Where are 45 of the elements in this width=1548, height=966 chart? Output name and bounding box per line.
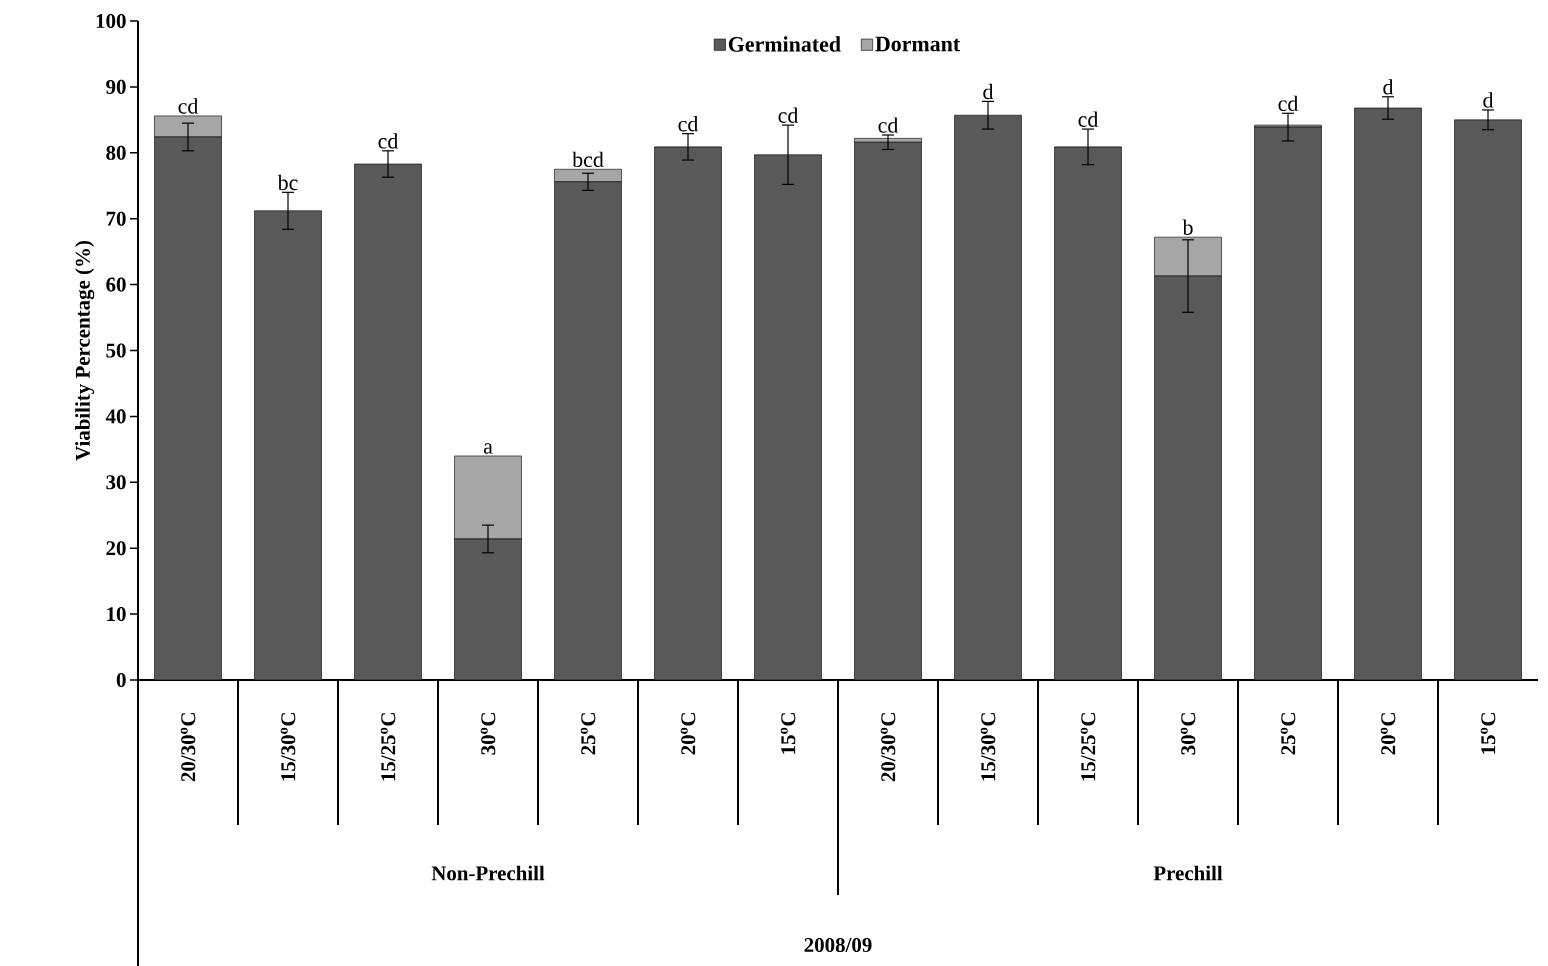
text: Non-Prechill [431, 865, 545, 881]
legend-label: Germinated [728, 36, 841, 52]
x-tick-label: 30$^{o}$C [480, 713, 496, 755]
annotation: bc [277, 174, 298, 191]
annotation: bcd [572, 151, 604, 168]
x-tick-label: 15/30$^{o}$C [280, 713, 296, 781]
y-axis-title: Viability Percentage (%) [75, 241, 95, 461]
y-tick-label: 80 [106, 145, 126, 160]
annotation: d [1383, 79, 1394, 95]
y-tick-label: 20 [106, 541, 126, 556]
annotation: cd [1078, 111, 1099, 127]
x-tick-label: 20/30$^{o}$C [880, 713, 896, 782]
x-tick-label: 30$^{o}$C [1180, 713, 1196, 755]
x-tick-label: 15/30$^{o}$C [980, 713, 996, 781]
y-tick-label: 30 [106, 475, 126, 490]
annotation: b [1182, 219, 1193, 235]
annotation: cd [878, 117, 899, 133]
annotation: a [483, 443, 493, 454]
y-tick-label: 100 [96, 13, 126, 29]
x-tick-label: 20/30$^{o}$C [180, 713, 196, 782]
x-tick-label: 15$^{o}$C [780, 713, 796, 754]
legend-label: Dormant [875, 36, 961, 52]
annotation: d [1483, 92, 1494, 108]
annotation: cd [178, 98, 199, 114]
x-tick-label: 15$^{o}$C [1480, 713, 1496, 754]
annotation: cd [778, 107, 799, 123]
y-tick-label: 10 [107, 607, 126, 622]
x-tick-label: 25$^{o}$C [580, 713, 596, 755]
annotation: cd [678, 116, 699, 132]
y-tick-label: 70 [106, 211, 126, 226]
y-tick-label: 90 [106, 79, 126, 94]
y-tick-label: 60 [106, 277, 126, 292]
text: 2008/09 [804, 937, 872, 953]
x-tick-label: 20$^{o}$C [1380, 713, 1396, 755]
y-tick-label: 40 [105, 409, 126, 424]
x-tick-label: 15/25$^{o}$C [380, 713, 396, 781]
annotation: d [983, 83, 994, 100]
y-tick-label: 0 [116, 672, 126, 688]
x-tick-label: 15/25$^{o}$C [1080, 713, 1096, 781]
y-tick-label: 50 [106, 343, 126, 358]
annotation: cd [378, 133, 399, 149]
x-tick-label: 20$^{o}$C [680, 713, 696, 755]
text: Prechill [1153, 865, 1223, 881]
annotation: cd [1278, 95, 1299, 112]
x-tick-label: 25$^{o}$C [1280, 713, 1296, 755]
